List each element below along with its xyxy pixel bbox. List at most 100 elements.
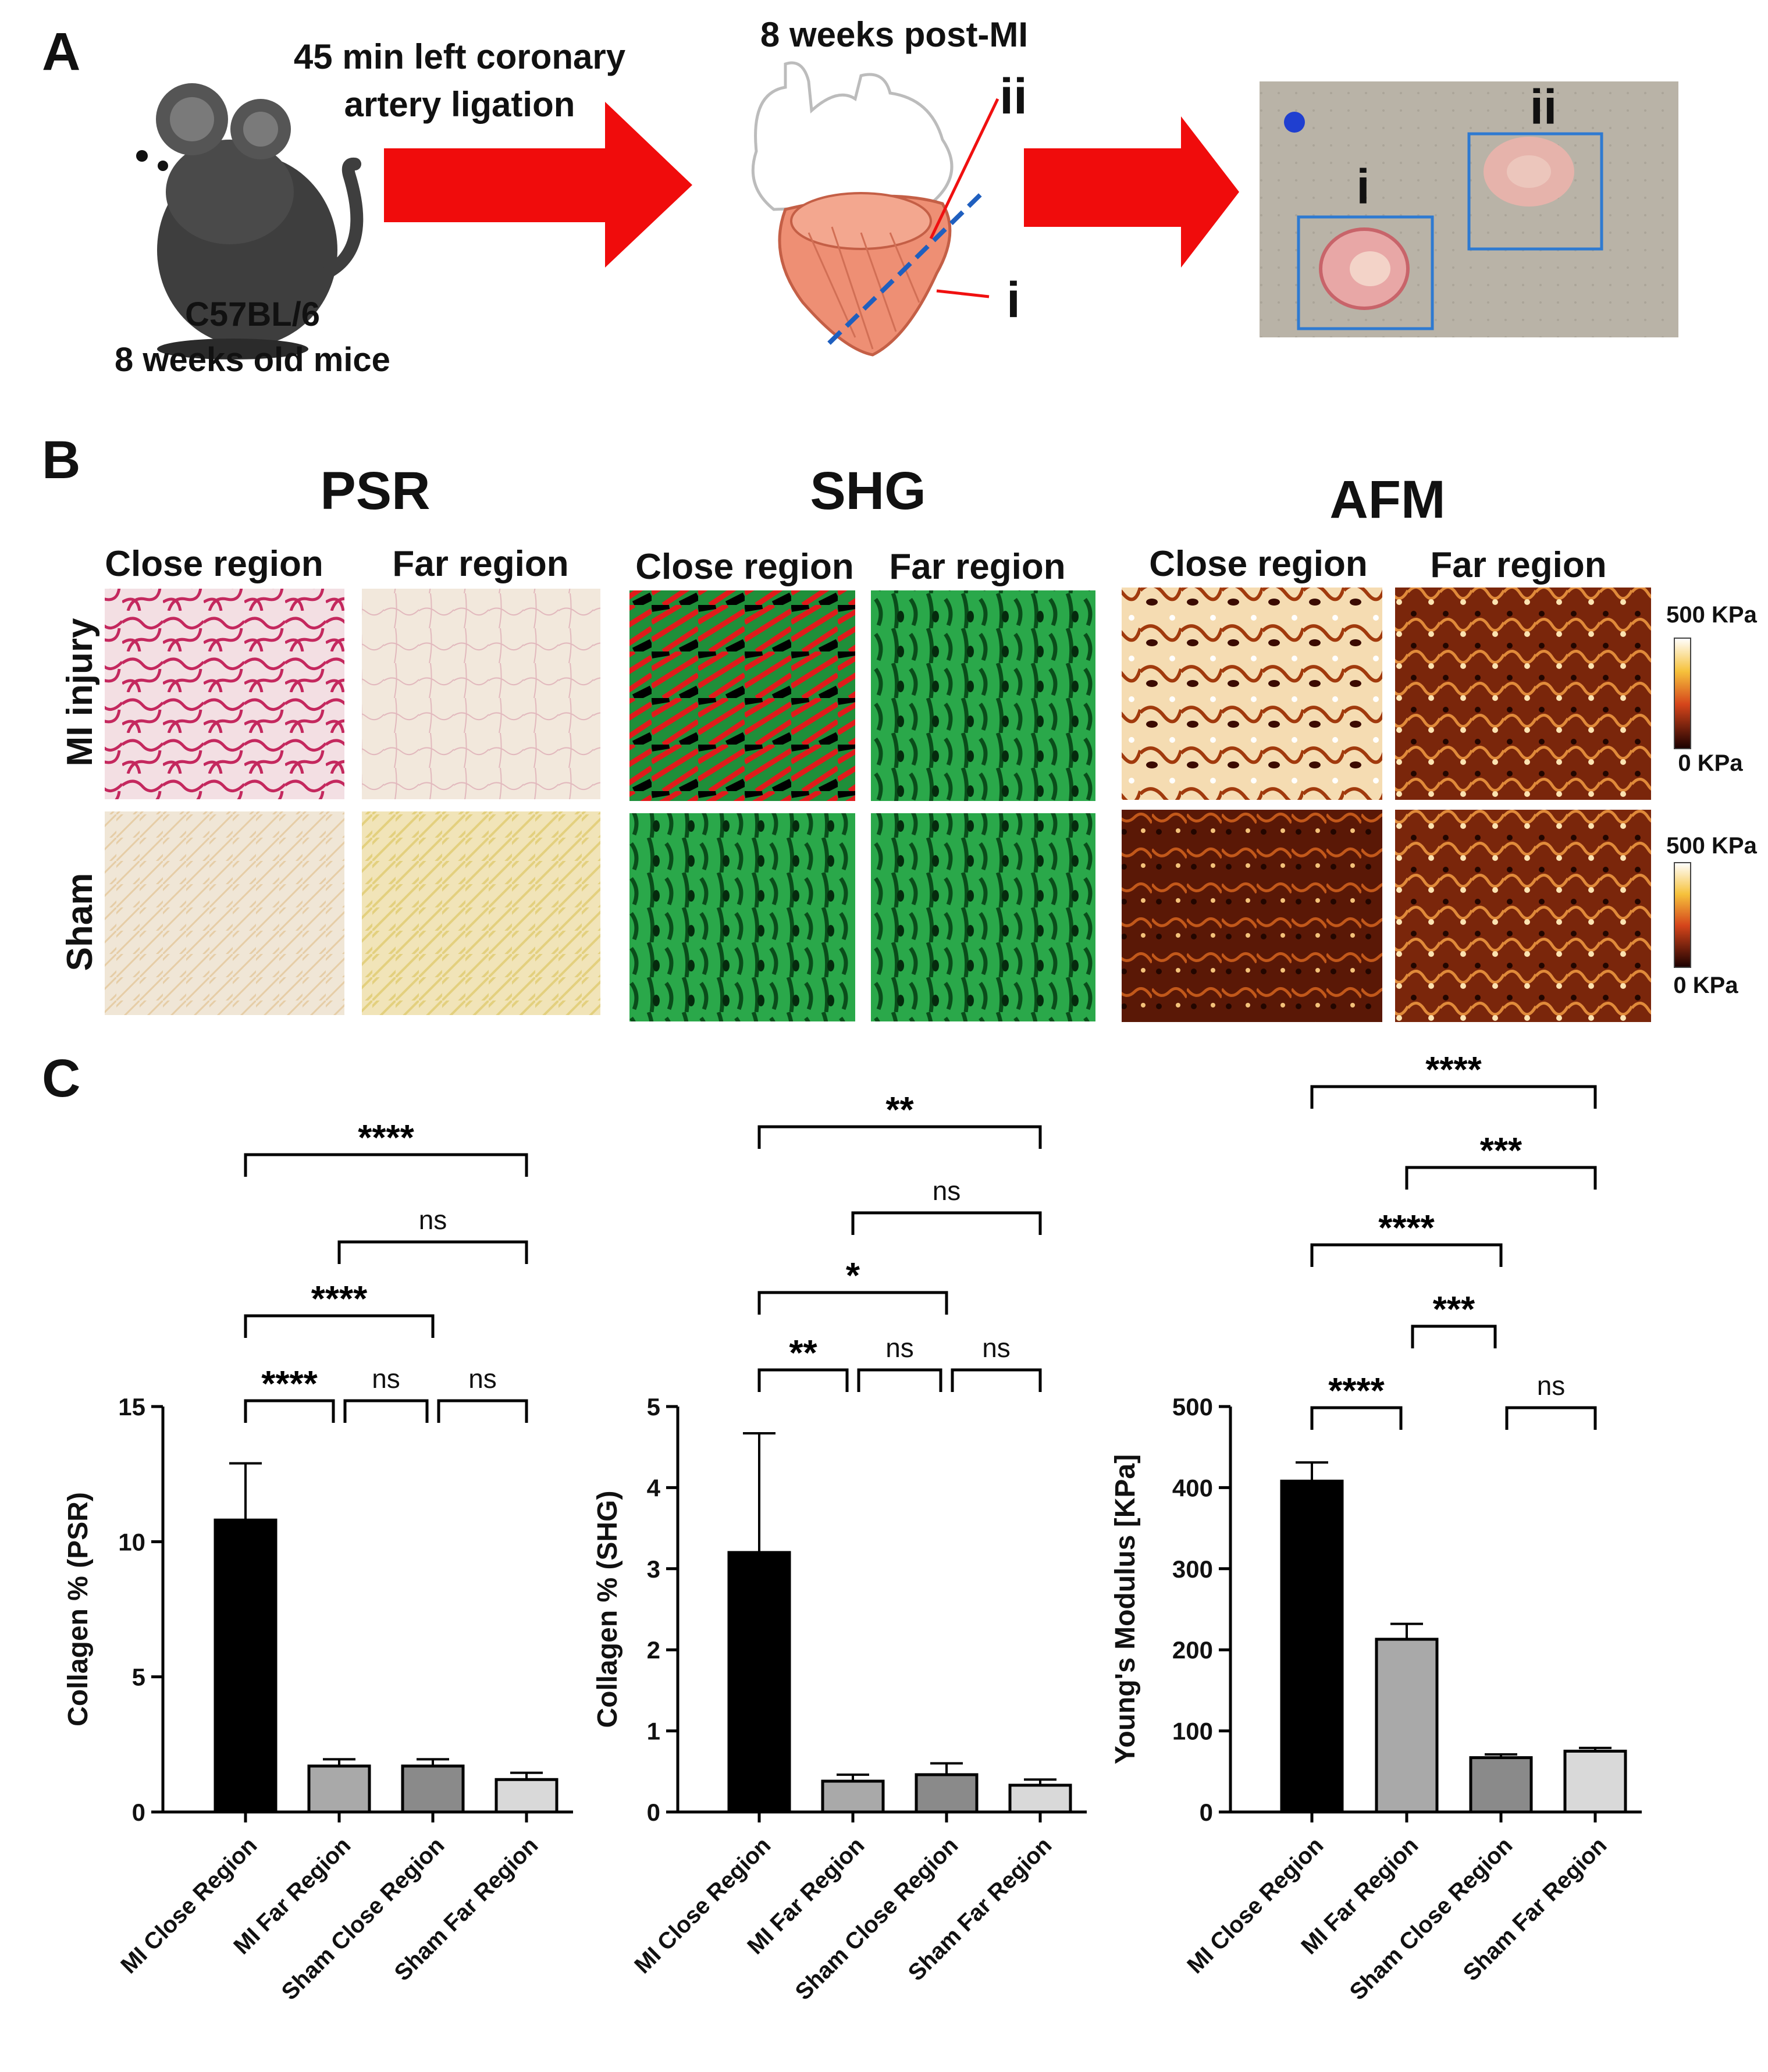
heart-icon xyxy=(751,61,999,357)
significance-stars: **** xyxy=(358,1118,414,1158)
mouse-strain-label: C57BL/6 xyxy=(185,296,320,333)
significance-stars: **** xyxy=(311,1279,368,1319)
group-title-shg: SHG xyxy=(810,461,926,521)
category-label: MI Close Region xyxy=(629,1832,775,1978)
y-tick-label: 4 xyxy=(647,1474,661,1501)
panel-b: B PSR SHG AFM Close region Far region Cl… xyxy=(42,430,1758,1022)
ns-label: ns xyxy=(933,1176,961,1206)
ns-label: ns xyxy=(1537,1370,1566,1401)
y-tick-label: 400 xyxy=(1172,1474,1213,1501)
bar xyxy=(307,1764,371,1814)
y-tick-label: 2 xyxy=(647,1636,660,1664)
significance-bracket xyxy=(1405,1166,1597,1190)
significance-stars: * xyxy=(846,1256,860,1296)
shg-mi-close-image xyxy=(629,590,855,801)
psr-mi-close-image xyxy=(105,589,344,799)
bar xyxy=(495,1778,558,1814)
shg-far-label: Far region xyxy=(889,547,1065,587)
y-tick-label: 300 xyxy=(1172,1555,1213,1583)
timepoint-label: 8 weeks post-MI xyxy=(760,15,1028,54)
significance-bracket xyxy=(437,1399,528,1423)
significance-bracket xyxy=(244,1399,335,1423)
ns-label: ns xyxy=(468,1363,497,1394)
bar xyxy=(727,1551,791,1814)
colorbar-mi xyxy=(1674,638,1691,749)
afm-far-label: Far region xyxy=(1430,545,1606,585)
category-label: Sham Close Region xyxy=(277,1832,450,2005)
y-tick-label: 100 xyxy=(1172,1718,1213,1745)
procedure-label-line2: artery ligation xyxy=(344,85,575,124)
significance-stars: **** xyxy=(261,1364,318,1404)
mouse-age-label: 8 weeks old mice xyxy=(115,341,390,379)
colorbar-sham xyxy=(1674,862,1691,968)
photo-label-ii: ii xyxy=(1530,80,1557,134)
significance-stars: ** xyxy=(885,1090,914,1130)
significance-bracket xyxy=(851,1211,1042,1235)
category-label: MI Close Region xyxy=(1182,1832,1328,1978)
mouse-icon xyxy=(136,83,364,359)
shg-close-label: Close region xyxy=(635,547,854,587)
row-label-sham: Sham xyxy=(60,873,100,971)
y-tick-label: 1 xyxy=(647,1718,660,1745)
chart-youngs-modulus: 0 100 200 300 400 500 Young's Modulus [KPa] MI … xyxy=(1110,1050,1642,2005)
psr-sham-far-image xyxy=(362,811,600,1015)
significance-bracket xyxy=(244,1153,528,1177)
panel-a: A C57BL/6 8 weeks old mice 45 min left c… xyxy=(42,15,1678,379)
bar xyxy=(1008,1783,1072,1814)
significance-stars: ** xyxy=(789,1333,817,1373)
afm-mi-close-image xyxy=(1122,588,1382,800)
significance-stars: *** xyxy=(1433,1290,1475,1330)
y-tick-label: 10 xyxy=(118,1528,145,1555)
ns-label: ns xyxy=(885,1333,914,1363)
y-tick-label: 200 xyxy=(1172,1636,1213,1664)
category-label: Sham Close Region xyxy=(791,1832,963,2005)
marker-i: i xyxy=(1006,272,1020,328)
tissue-photo xyxy=(1260,81,1678,337)
bar xyxy=(915,1773,979,1814)
afm-sham-far-image xyxy=(1395,810,1651,1022)
panel-letter-c: C xyxy=(42,1049,80,1108)
significance-bracket xyxy=(857,1368,942,1392)
category-label: MI Close Region xyxy=(116,1832,262,1978)
procedure-label-line1: 45 min left coronary xyxy=(294,37,626,76)
significance-bracket xyxy=(1310,1243,1503,1267)
bar xyxy=(401,1764,465,1814)
y-tick-label: 0 xyxy=(1200,1799,1213,1826)
significance-bracket xyxy=(757,1368,849,1392)
shg-sham-close-image xyxy=(629,813,855,1021)
bar xyxy=(214,1518,278,1814)
psr-close-label: Close region xyxy=(105,544,323,584)
bar xyxy=(1375,1637,1439,1814)
y-tick-label: 3 xyxy=(647,1555,660,1583)
shg-sham-far-image xyxy=(871,813,1095,1021)
colorbar-mi-min: 0 KPa xyxy=(1678,750,1743,776)
afm-sham-close-image xyxy=(1122,810,1382,1022)
y-axis-label: Collagen % (PSR) xyxy=(63,1492,94,1726)
significance-bracket xyxy=(244,1314,435,1338)
psr-sham-close-image xyxy=(105,811,344,1015)
red-arrow-2 xyxy=(1024,116,1239,268)
significance-stars: **** xyxy=(1425,1050,1482,1090)
y-tick-label: 15 xyxy=(118,1393,145,1421)
colorbar-mi-max: 500 KPa xyxy=(1666,602,1757,628)
significance-bracket xyxy=(757,1125,1042,1149)
bar xyxy=(1280,1479,1344,1814)
y-axis-label: Collagen % (SHG) xyxy=(592,1490,623,1728)
bar xyxy=(1563,1749,1627,1814)
significance-bracket xyxy=(1310,1085,1597,1109)
significance-stars: **** xyxy=(1378,1208,1435,1248)
significance-bracket xyxy=(1411,1325,1497,1348)
y-tick-label: 0 xyxy=(132,1799,145,1826)
afm-mi-far-image xyxy=(1395,588,1651,800)
bar xyxy=(1469,1756,1533,1814)
significance-stars: **** xyxy=(1328,1371,1385,1411)
significance-bracket xyxy=(1310,1406,1403,1430)
photo-label-i: i xyxy=(1356,159,1369,214)
row-label-mi: MI injury xyxy=(60,618,100,766)
group-title-afm: AFM xyxy=(1329,470,1445,529)
y-tick-label: 0 xyxy=(647,1799,660,1826)
